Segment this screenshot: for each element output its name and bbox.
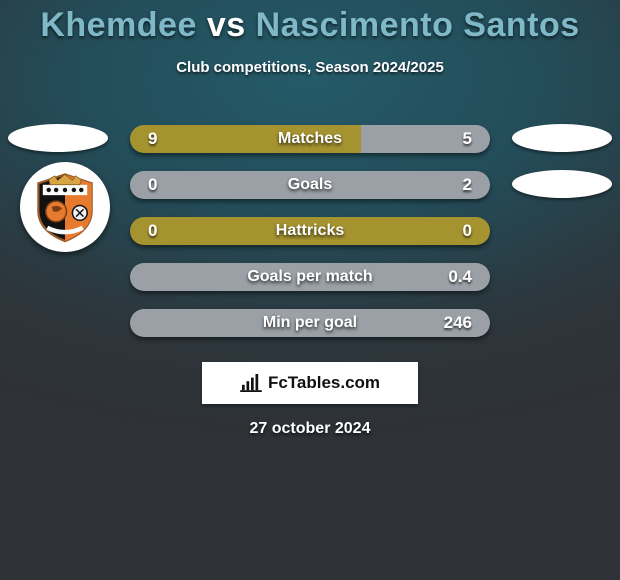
comparison-title: Khemdee vs Nascimento Santos — [0, 0, 620, 45]
stat-row: 9 5 Matches — [0, 116, 620, 162]
stat-value-left: 9 — [148, 129, 157, 149]
branding-badge: FcTables.com — [202, 362, 418, 404]
stat-row: 0.4 Goals per match — [0, 254, 620, 300]
stat-label: Goals per match — [247, 268, 372, 286]
player2-badge — [512, 124, 612, 154]
chart-icon — [240, 374, 262, 392]
stat-row: 0 2 Goals — [0, 162, 620, 208]
stat-value-right: 2 — [463, 175, 472, 195]
stat-row: 0 0 Hattricks — [0, 208, 620, 254]
subtitle: Club competitions, Season 2024/2025 — [0, 59, 620, 76]
stat-value-right: 0 — [463, 221, 472, 241]
player1-name: Khemdee — [40, 6, 197, 44]
stat-label: Goals — [288, 176, 332, 194]
player1-badge — [8, 124, 108, 154]
stat-label: Matches — [278, 130, 342, 148]
date-stamp: 27 october 2024 — [0, 420, 620, 438]
stat-value-right: 0.4 — [448, 267, 472, 287]
stat-row: 246 Min per goal — [0, 300, 620, 346]
stat-value-right: 246 — [444, 313, 472, 333]
stat-value-right: 5 — [463, 129, 472, 149]
stat-value-left: 0 — [148, 221, 157, 241]
stat-label: Min per goal — [263, 314, 357, 332]
player2-badge — [512, 170, 612, 200]
stat-value-left: 0 — [148, 175, 157, 195]
player2-name: Nascimento Santos — [256, 6, 580, 44]
branding-text: FcTables.com — [268, 373, 380, 393]
stat-label: Hattricks — [276, 222, 344, 240]
stats-rows: 9 5 Matches 0 2 Goals 0 0 Hattricks 0.4 Goals per… — [0, 116, 620, 346]
vs-label: vs — [207, 6, 246, 44]
